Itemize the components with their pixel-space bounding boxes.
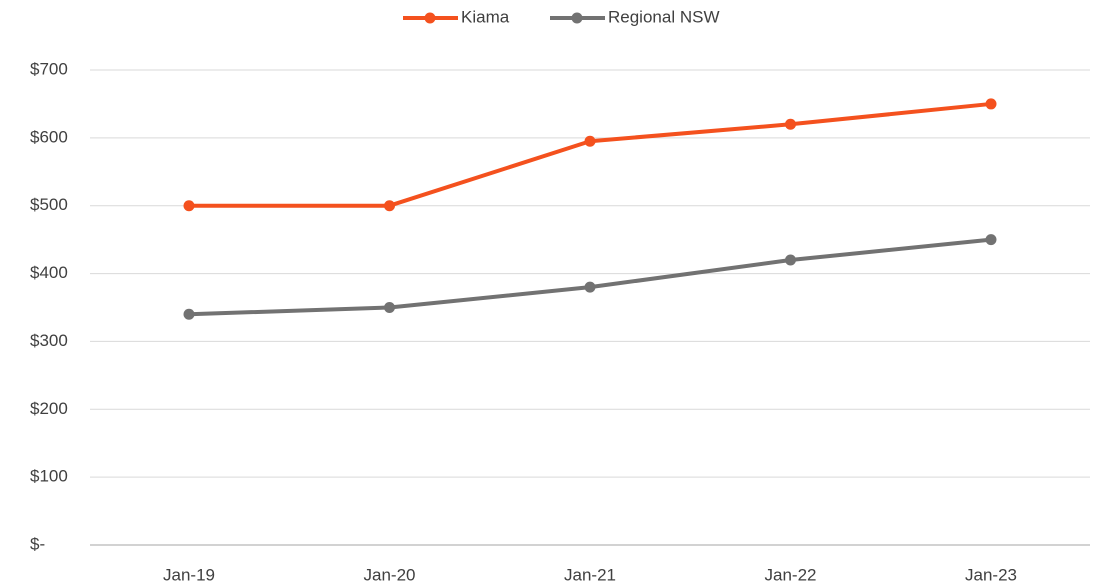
series-line	[188, 237, 992, 317]
point	[785, 118, 796, 130]
point	[785, 254, 796, 266]
point	[183, 200, 195, 212]
legend-label: Regional NSW	[608, 7, 720, 26]
legend-marker	[424, 12, 436, 24]
legend-marker	[571, 12, 583, 24]
x-tick-label: Jan-22	[765, 565, 817, 584]
x-tick-label: Jan-23	[965, 565, 1017, 584]
y-tick-label: $100	[30, 467, 68, 486]
x-tick-label: Jan-19	[163, 565, 215, 584]
y-tick-label: $700	[30, 59, 68, 78]
point	[183, 308, 195, 320]
legend-label: Kiama	[461, 7, 510, 26]
point	[384, 302, 395, 313]
y-tick-label: $-	[30, 534, 45, 553]
point	[584, 135, 596, 147]
x-tick-label: Jan-20	[364, 565, 416, 584]
y-tick-label: $500	[30, 195, 68, 214]
y-tick-label: $200	[30, 399, 68, 418]
x-tick-label: Jan-21	[564, 565, 616, 584]
point	[985, 234, 997, 246]
y-tick-label: $400	[30, 263, 68, 282]
point	[584, 281, 596, 293]
series-line	[189, 101, 992, 208]
point	[985, 98, 997, 110]
y-tick-label: $600	[30, 127, 68, 146]
y-tick-label: $300	[30, 331, 68, 350]
point	[384, 200, 395, 212]
